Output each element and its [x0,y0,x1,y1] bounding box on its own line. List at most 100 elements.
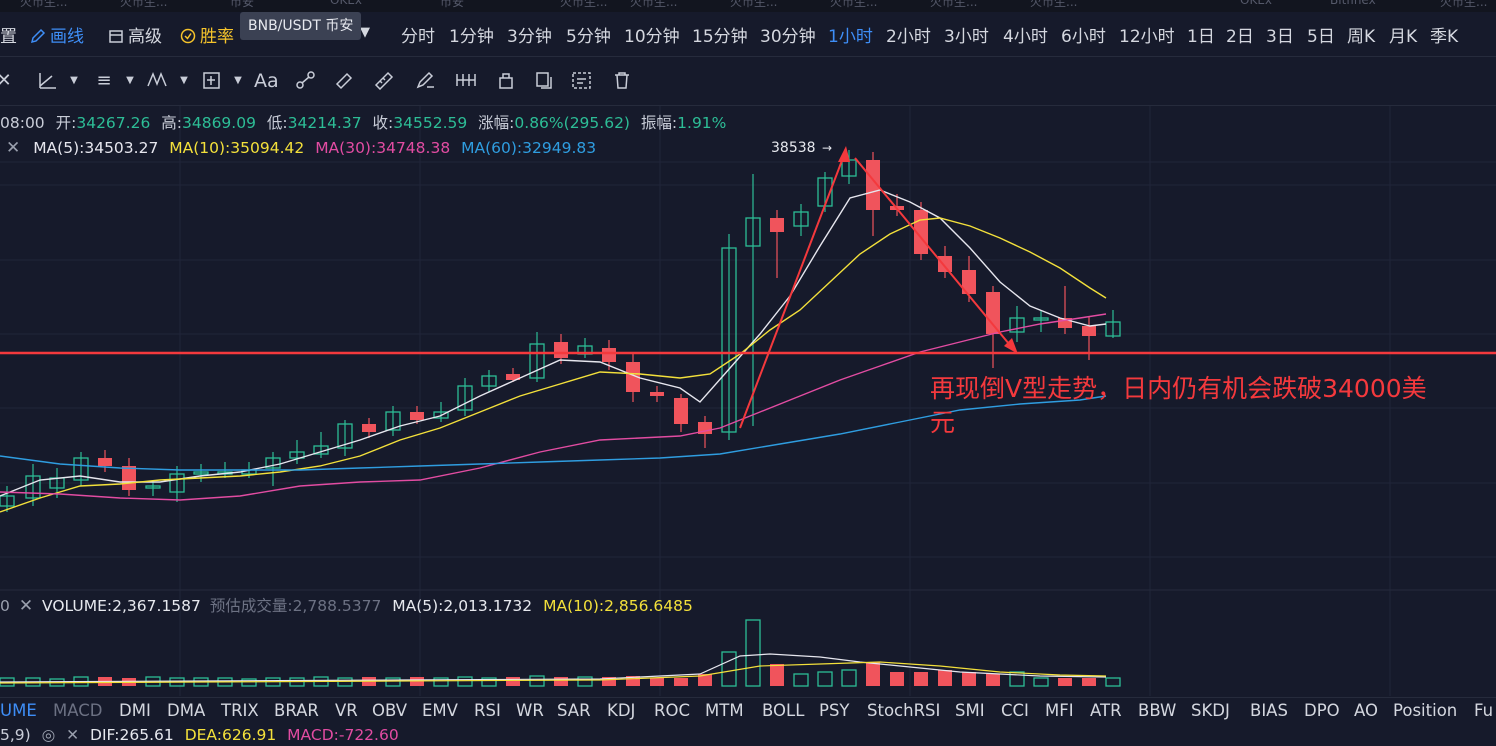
indicator-tab-mfi[interactable]: MFI [1045,701,1074,720]
draw-button[interactable]: 画线 [30,22,84,47]
indicator-tab-stochrsi[interactable]: StochRSI [867,701,941,720]
browser-tab[interactable]: 火币生... [830,0,878,9]
indicator-tab-dmi[interactable]: DMI [119,701,151,720]
browser-tab[interactable]: 火币生... [1440,0,1488,9]
indicator-tab-mtm[interactable]: MTM [705,701,744,720]
indicator-tab-sar[interactable]: SAR [557,701,591,720]
dropdown-icon[interactable]: ▼ [70,75,78,86]
indicator-tab-rsi[interactable]: RSI [474,701,501,720]
settings-button[interactable]: 置 [0,27,17,47]
indicator-tab-emv[interactable]: EMV [422,701,458,720]
ma60-label: MA(60): [461,139,523,157]
timeframe-17[interactable]: 周K [1347,27,1376,47]
timeframe-15[interactable]: 3日 [1266,27,1294,47]
indicator-tab-fu[interactable]: Fu [1474,701,1494,720]
lock-icon[interactable] [494,70,518,92]
volume-bar [841,669,857,687]
timeframe-16[interactable]: 5日 [1307,27,1335,47]
timeframe-11[interactable]: 6小时 [1061,27,1106,47]
up-arrow-line[interactable] [739,149,847,429]
winrate-button[interactable]: 胜率 [180,22,234,47]
timeframe-10[interactable]: 4小时 [1003,27,1048,47]
copy-icon[interactable] [532,70,556,92]
ruler-icon[interactable] [372,70,396,92]
indicator-tab-brar[interactable]: BRAR [274,701,319,720]
browser-tab[interactable]: OKEx [1240,0,1272,7]
timeframe-6[interactable]: 30分钟 [760,27,816,47]
indicator-tab-ao[interactable]: AO [1354,701,1378,720]
indicator-tab-atr[interactable]: ATR [1090,701,1122,720]
indicator-tab-ume[interactable]: UME [0,701,37,720]
close-icon[interactable]: ✕ [66,726,80,744]
timeframe-5[interactable]: 15分钟 [692,27,748,47]
wave-icon[interactable] [146,70,170,92]
dropdown-icon[interactable]: ▼ [180,75,188,86]
close-icon[interactable]: ✕ [6,138,21,158]
trend-line-icon[interactable] [36,70,60,92]
crosshair-icon[interactable]: ✕ [0,70,12,91]
timeframe-2[interactable]: 3分钟 [507,27,552,47]
browser-tab[interactable]: 火币生... [20,0,68,9]
dropdown-icon[interactable]: ▼ [360,25,370,40]
indicator-tab-obv[interactable]: OBV [372,701,408,720]
browser-tab[interactable]: 火币生... [730,0,778,9]
timeframe-9[interactable]: 3小时 [944,27,989,47]
timeframe-19[interactable]: 季K [1430,27,1459,47]
timeframe-14[interactable]: 2日 [1226,27,1254,47]
browser-tab[interactable]: 火币生... [120,0,168,9]
brush-icon[interactable] [414,70,438,92]
indicator-tab-roc[interactable]: ROC [654,701,690,720]
candle-body [626,362,640,392]
indicator-tab-skdj[interactable]: SKDJ [1191,701,1230,720]
dropdown-icon[interactable]: ▼ [126,75,134,86]
indicator-tab-vr[interactable]: VR [335,701,358,720]
measure-icon[interactable] [200,70,224,92]
timeframe-8[interactable]: 2小时 [886,27,931,47]
timeframe-18[interactable]: 月K [1389,27,1418,47]
pattern-icon[interactable] [294,70,318,92]
dropdown-icon[interactable]: ▼ [234,75,242,86]
indicator-tab-dma[interactable]: DMA [167,701,206,720]
indicator-tab-macd[interactable]: MACD [53,701,103,720]
advanced-button[interactable]: 高级 [108,22,162,47]
indicator-tab-psy[interactable]: PSY [819,701,850,720]
horizontal-line-icon[interactable]: ≡ [96,70,112,91]
timeframe-12[interactable]: 12小时 [1119,27,1175,47]
volume-settings-icon[interactable]: 0 [0,597,10,615]
timeframe-0[interactable]: 分时 [401,27,435,47]
indicator-tab-wr[interactable]: WR [516,701,544,720]
indicator-tab-trix[interactable]: TRIX [221,701,259,720]
close-icon[interactable]: ✕ [18,596,34,616]
text-icon[interactable]: Aa [254,70,279,92]
browser-tab[interactable]: OKEx [330,0,362,7]
browser-tab[interactable]: 币安 [440,0,465,9]
browser-tab[interactable]: 火币生... [930,0,978,9]
browser-tab[interactable]: 币安 [230,0,255,9]
indicator-tab-kdj[interactable]: KDJ [607,701,636,720]
browser-tab[interactable]: 火币生... [630,0,678,9]
volume-bar [890,672,904,686]
trash-icon[interactable] [610,70,634,92]
browser-tab[interactable]: 火币生... [1030,0,1078,9]
timeframe-1[interactable]: 1分钟 [449,27,494,47]
indicator-tab-dpo[interactable]: DPO [1304,701,1340,720]
layers-icon[interactable] [570,70,594,92]
indicator-tab-smi[interactable]: SMI [955,701,985,720]
timeframe-7[interactable]: 1小时 [828,27,873,47]
browser-tab[interactable]: 火币生... [560,0,608,9]
timeframe-13[interactable]: 1日 [1187,27,1215,47]
indicator-tab-bias[interactable]: BIAS [1250,701,1288,720]
pattern-icon[interactable] [454,70,478,92]
indicator-tab-position[interactable]: Position [1393,701,1458,720]
magnet-icon[interactable] [332,70,356,92]
timeframe-4[interactable]: 10分钟 [624,27,680,47]
price-chart[interactable]: 38538 → [0,106,1496,696]
timeframe-3[interactable]: 5分钟 [566,27,611,47]
down-arrow-line[interactable] [854,157,1015,351]
indicator-tab-cci[interactable]: CCI [1001,701,1029,720]
camera-icon[interactable]: ◎ [41,726,56,744]
candle [481,370,497,392]
indicator-tab-boll[interactable]: BOLL [762,701,805,720]
indicator-tab-bbw[interactable]: BBW [1138,701,1177,720]
browser-tab[interactable]: Bitfinex [1330,0,1376,7]
